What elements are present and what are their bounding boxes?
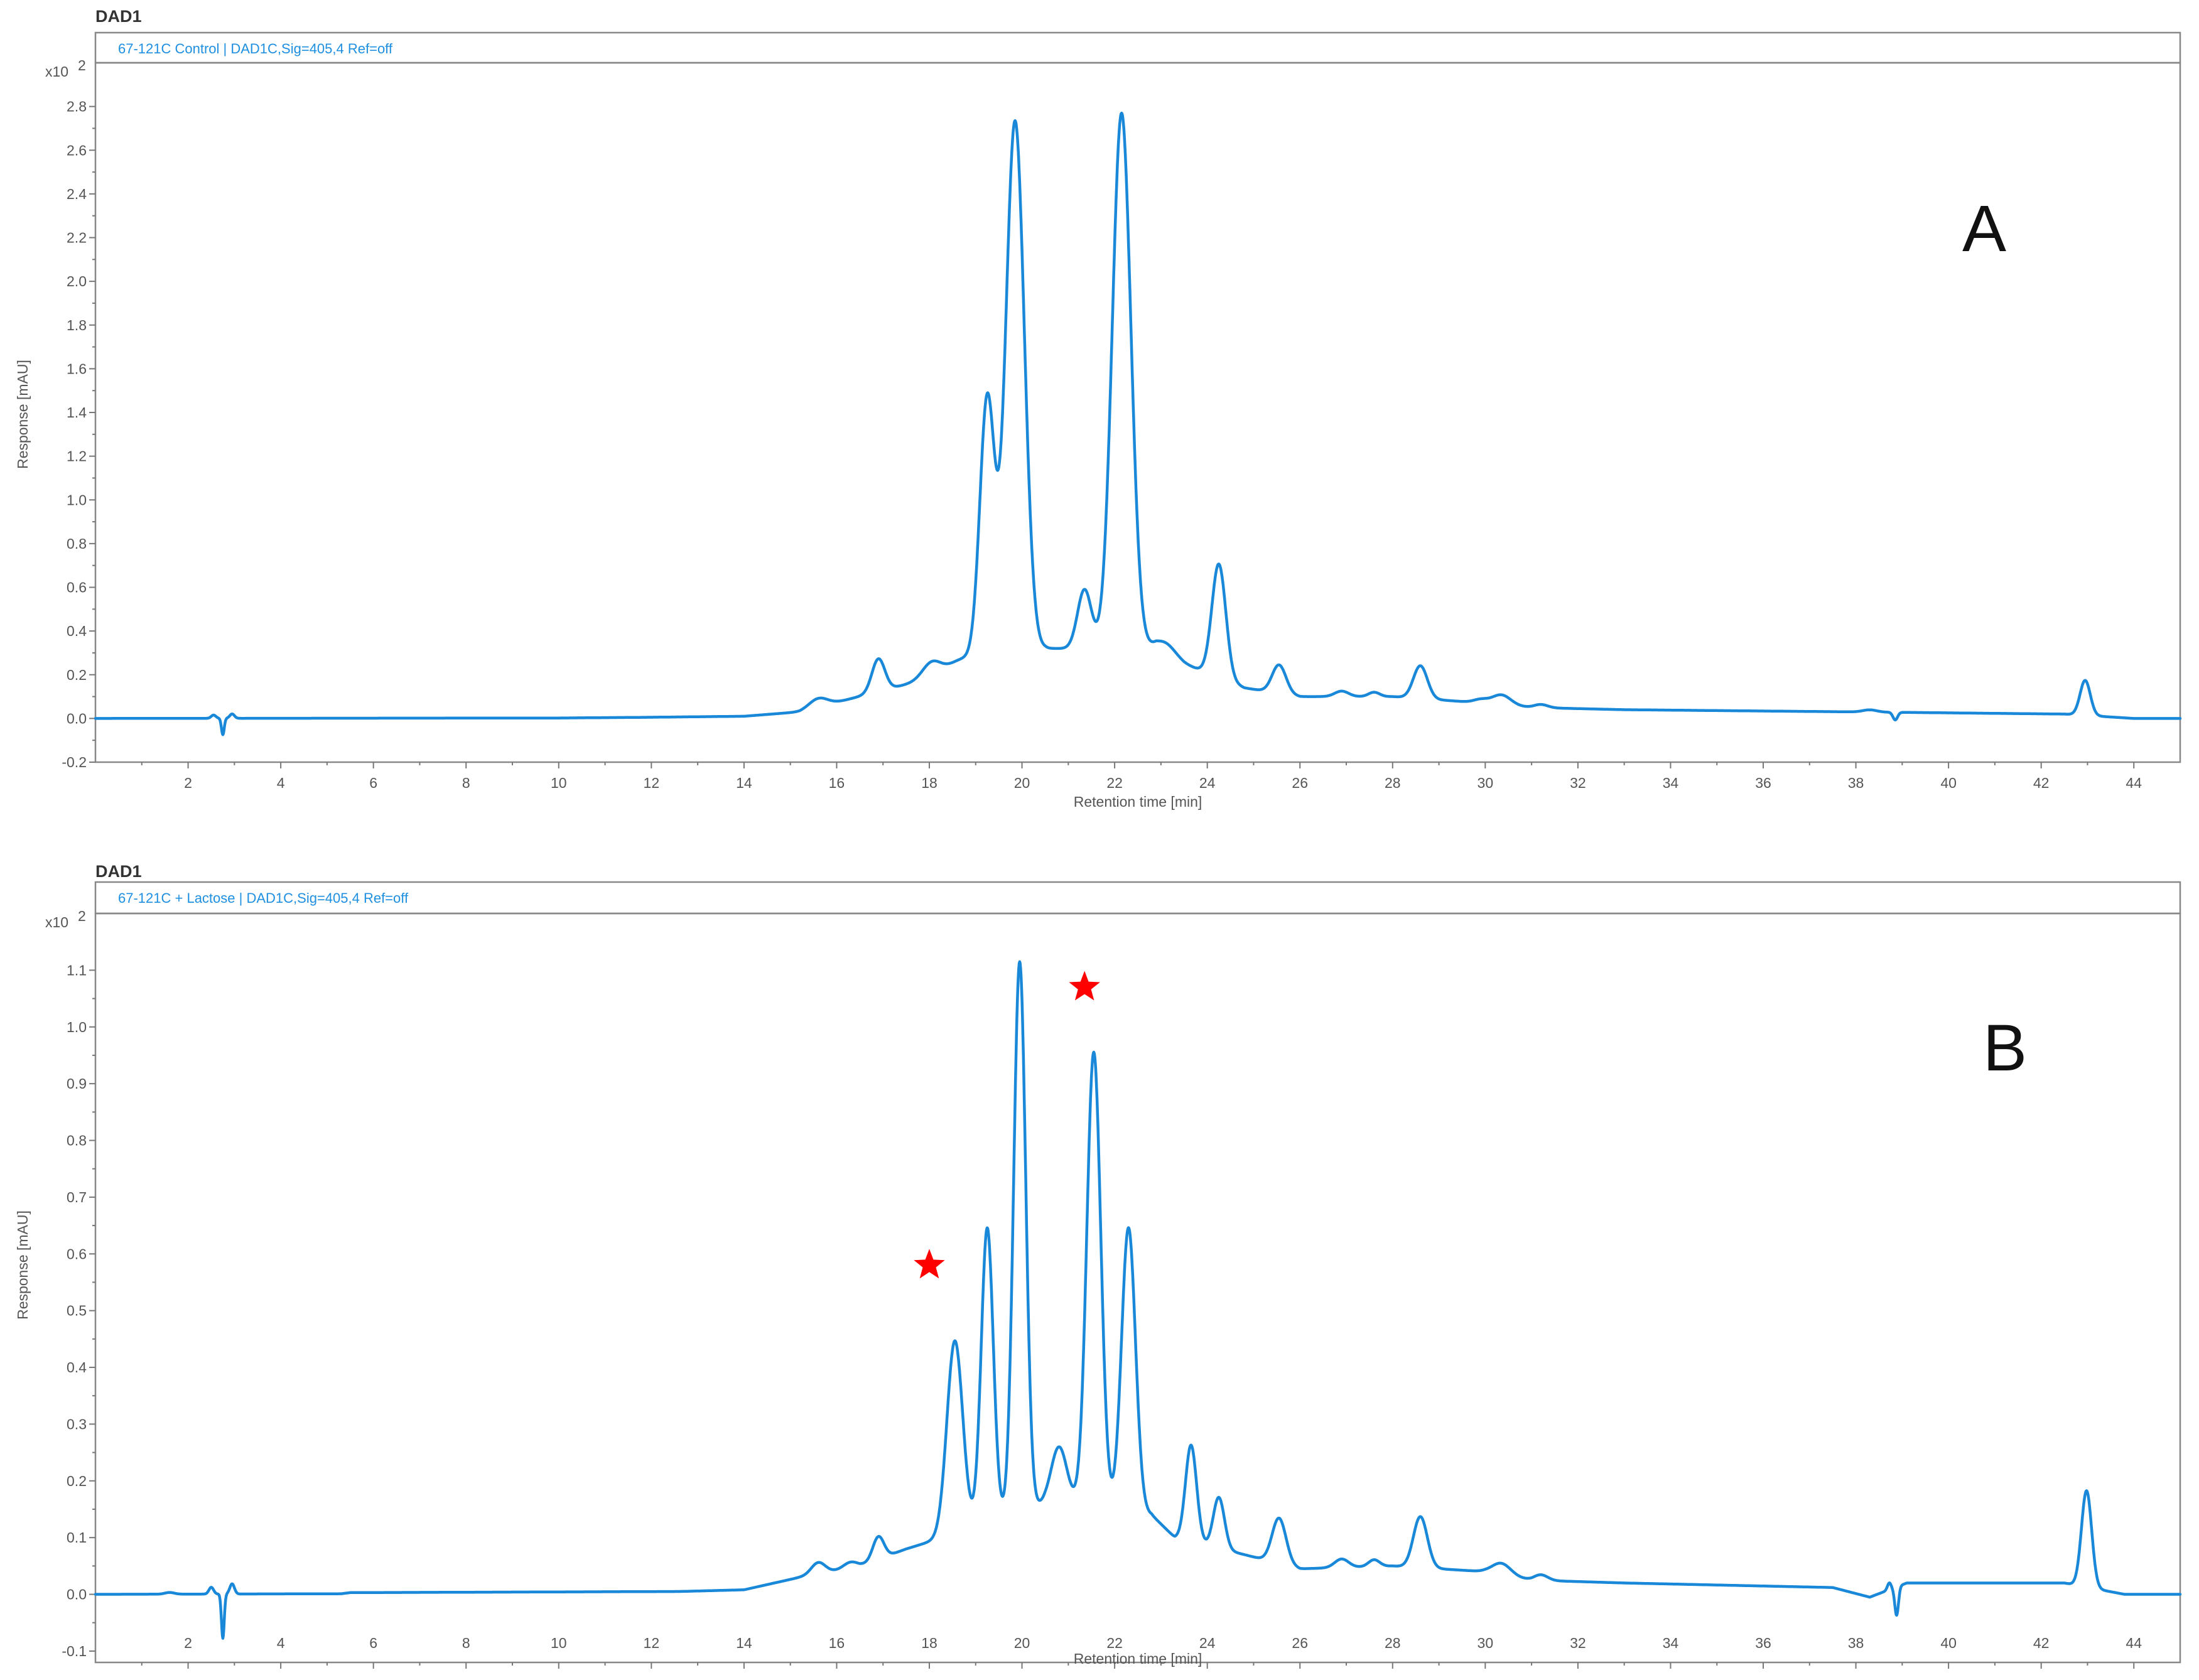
y-tick-label: 2.8: [67, 99, 87, 115]
x-tick-label: 26: [1292, 775, 1308, 791]
y-tick-label: 1.8: [67, 317, 87, 333]
caption-box: [94, 31, 2181, 64]
y-tick-label: 0.3: [67, 1416, 87, 1432]
x-tick-label: 18: [921, 775, 937, 791]
y-axis-title: Response [mAU]: [14, 360, 31, 469]
y-tick-label: 0.8: [67, 1133, 87, 1149]
x-tick-label: 40: [1940, 775, 1957, 791]
y-tick-label: 0.9: [67, 1075, 87, 1092]
x-tick-label: 2: [184, 1635, 192, 1651]
star-marker-2: [1069, 971, 1100, 1001]
x-tick-label: 26: [1292, 1635, 1308, 1651]
y-tick-label: 0.0: [67, 1586, 87, 1603]
x-tick-label: 12: [644, 1635, 660, 1651]
y-multiplier: x10: [45, 63, 68, 80]
x-tick-label: 12: [644, 775, 660, 791]
x-tick-label: 8: [462, 1635, 470, 1651]
y-tick-label: 0.6: [67, 1246, 87, 1262]
y-tick-label: 0.0: [67, 710, 87, 726]
x-tick-label: 34: [1663, 775, 1679, 791]
x-tick-label: 16: [829, 1635, 845, 1651]
star-marker-1: [914, 1249, 945, 1279]
x-tick-label: 32: [1570, 1635, 1586, 1651]
x-tick-label: 24: [1199, 1635, 1216, 1651]
y-tick-label: 1.0: [67, 492, 87, 508]
y-tick-label: 1.1: [67, 962, 87, 978]
chart-panel-a: DAD1 67-121C Control | DAD1C,Sig=405,4 Re…: [14, 7, 2182, 810]
x-tick-label: 8: [462, 775, 470, 791]
signal-caption: 67-121C Control | DAD1C,Sig=405,4 Ref=of…: [118, 41, 393, 57]
x-tick-label: 28: [1385, 775, 1401, 791]
x-axis-title: Retention time [min]: [1074, 794, 1202, 810]
x-tick-label: 42: [2033, 1635, 2050, 1651]
x-tick-label: 24: [1199, 775, 1216, 791]
y-multiplier-exponent: 2: [78, 908, 86, 924]
y-tick-label: 2.4: [67, 186, 87, 202]
signal-caption: 67-121C + Lactose | DAD1C,Sig=405,4 Ref=…: [118, 890, 409, 906]
x-tick-label: 38: [1848, 775, 1864, 791]
x-tick-label: 14: [736, 1635, 752, 1651]
y-tick-label: 2.0: [67, 273, 87, 289]
x-tick-label: 42: [2033, 775, 2050, 791]
y-tick-label: 0.2: [67, 667, 87, 683]
panel-title: DAD1: [95, 862, 142, 881]
y-tick-label: 0.7: [67, 1189, 87, 1205]
y-tick-label: 2.2: [67, 230, 87, 246]
y-tick-label: 0.1: [67, 1529, 87, 1546]
x-tick-label: 36: [1755, 775, 1771, 791]
chromatogram-trace: [94, 111, 2182, 736]
x-tick-label: 10: [551, 1635, 567, 1651]
x-tick-label: 36: [1755, 1635, 1771, 1651]
x-tick-label: 6: [369, 775, 377, 791]
y-tick-label: 0.8: [67, 536, 87, 552]
y-tick-label: 0.5: [67, 1303, 87, 1319]
y-tick-label: 0.4: [67, 1359, 87, 1376]
x-tick-label: 34: [1663, 1635, 1679, 1651]
x-tick-label: 22: [1106, 1635, 1123, 1651]
x-axis-title: Retention time [min]: [1074, 1650, 1202, 1667]
x-tick-label: 22: [1106, 775, 1123, 791]
x-tick-label: 30: [1478, 775, 1494, 791]
x-tick-label: 32: [1570, 775, 1586, 791]
y-multiplier: x10: [45, 914, 68, 930]
y-tick-label: -0.2: [62, 754, 87, 770]
chart-panel-b: DAD1 67-121C + Lactose | DAD1C,Sig=405,4 …: [14, 862, 2182, 1669]
panel-title: DAD1: [95, 7, 142, 26]
x-tick-label: 38: [1848, 1635, 1864, 1651]
x-tick-label: 16: [829, 775, 845, 791]
plot-frame: [94, 912, 2181, 1664]
y-tick-label: 0.6: [67, 579, 87, 596]
plot-frame: [94, 62, 2181, 763]
x-tick-label: 2: [184, 775, 192, 791]
x-tick-label: 30: [1478, 1635, 1494, 1651]
x-tick-label: 4: [277, 1635, 285, 1651]
y-tick-label: 0.2: [67, 1473, 87, 1489]
y-axis-title: Response [mAU]: [14, 1210, 31, 1320]
y-tick-label: 1.6: [67, 360, 87, 377]
x-tick-label: 44: [2126, 775, 2142, 791]
x-tick-label: 44: [2126, 1635, 2142, 1651]
x-tick-label: 4: [277, 775, 285, 791]
y-tick-label: -0.1: [62, 1643, 87, 1659]
y-tick-label: 1.2: [67, 448, 87, 465]
x-tick-label: 18: [921, 1635, 937, 1651]
panel-letter: B: [1983, 1011, 2027, 1085]
x-tick-label: 28: [1385, 1635, 1401, 1651]
chromatogram-trace: [94, 960, 2182, 1640]
panel-letter: A: [1962, 192, 2006, 266]
y-tick-label: 0.4: [67, 623, 87, 639]
y-tick-label: 2.6: [67, 142, 87, 158]
x-tick-label: 20: [1014, 775, 1030, 791]
x-tick-label: 6: [369, 1635, 377, 1651]
x-tick-label: 40: [1940, 1635, 1957, 1651]
x-tick-label: 20: [1014, 1635, 1030, 1651]
x-tick-label: 10: [551, 775, 567, 791]
y-tick-label: 1.0: [67, 1019, 87, 1035]
x-tick-label: 14: [736, 775, 752, 791]
y-tick-label: 1.4: [67, 404, 87, 421]
y-multiplier-exponent: 2: [78, 57, 86, 73]
